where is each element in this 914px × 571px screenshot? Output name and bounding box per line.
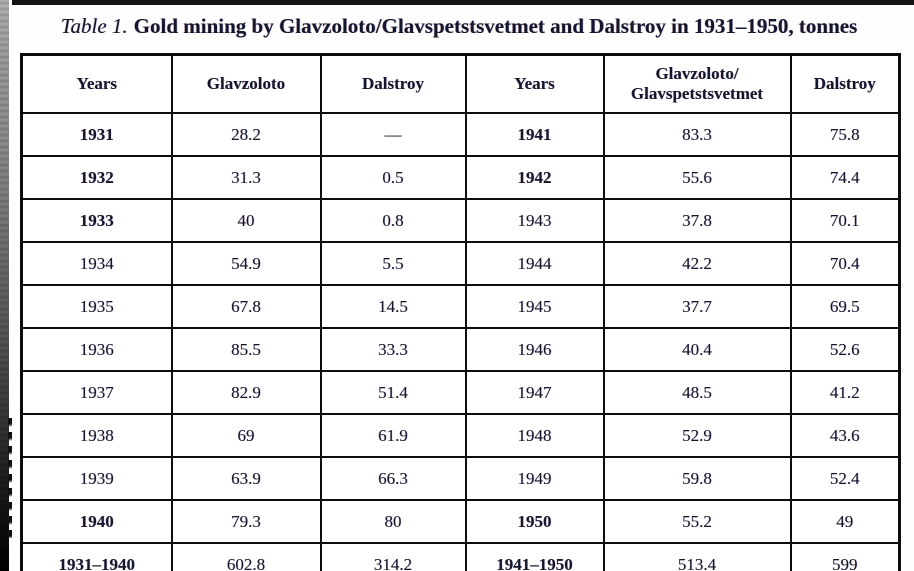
table-cell: 1935	[20, 284, 173, 329]
table-cell: 74.4	[789, 155, 901, 200]
table-cell: 69.5	[789, 284, 901, 329]
table-cell: 52.9	[602, 413, 792, 458]
table-cell: 42.2	[602, 241, 792, 286]
table-cell: 0.5	[319, 155, 467, 200]
table-cell: 513.4	[602, 542, 792, 571]
table-row: 1938 69 61.9 1948 52.9 43.6	[20, 413, 901, 458]
column-header-dalstroy-left: Dalstroy	[319, 53, 467, 114]
table-cell: 1941–1950	[464, 542, 605, 571]
table-cell: 75.8	[789, 112, 901, 157]
table-row: 1939 63.9 66.3 1949 59.8 52.4	[20, 456, 901, 501]
table-cell: 52.4	[789, 456, 901, 501]
table-cell: 83.3	[602, 112, 792, 157]
table-cell: 599	[789, 542, 901, 571]
table-cell: 66.3	[319, 456, 467, 501]
table-cell: 1948	[464, 413, 605, 458]
table-cell: 43.6	[789, 413, 901, 458]
gold-mining-table: Years Glavzoloto Dalstroy Years Glavzolo…	[20, 53, 901, 571]
table-row: 1935 67.8 14.5 1945 37.7 69.5	[20, 284, 901, 329]
table-cell: 1934	[20, 241, 173, 286]
table-cell: 1932	[20, 155, 173, 200]
table-cell: 70.4	[789, 241, 901, 286]
column-header-years-left: Years	[20, 53, 173, 114]
table-row: 1932 31.3 0.5 1942 55.6 74.4	[20, 155, 901, 200]
table-cell: 52.6	[789, 327, 901, 372]
table-cell: 314.2	[319, 542, 467, 571]
table-cell: 1933	[20, 198, 173, 243]
table-cell: 1950	[464, 499, 605, 544]
table-cell: 40	[170, 198, 322, 243]
table-cell: 1931–1940	[20, 542, 173, 571]
table-cell: 1937	[20, 370, 173, 415]
table-row: 1937 82.9 51.4 1947 48.5 41.2	[20, 370, 901, 415]
table-cell: 0.8	[319, 198, 467, 243]
table-cell: 51.4	[319, 370, 467, 415]
table-cell: 1942	[464, 155, 605, 200]
scan-edge-left-artifact	[0, 0, 12, 571]
table-cell: 1944	[464, 241, 605, 286]
table-cell: 41.2	[789, 370, 901, 415]
column-header-years-right: Years	[464, 53, 605, 114]
table-cell: 1945	[464, 284, 605, 329]
table-row: 1933 40 0.8 1943 37.8 70.1	[20, 198, 901, 243]
table-cell: 59.8	[602, 456, 792, 501]
table-cell: 1938	[20, 413, 173, 458]
table-cell: 63.9	[170, 456, 322, 501]
table-row: 1940 79.3 80 1950 55.2 49	[20, 499, 901, 544]
table-body: 1931 28.2—1941 83.3 75.8 1932 31.3 0.5 1942 55.6…	[20, 112, 901, 571]
table-caption-title: Gold mining by Glavzoloto/Glavspetstsvet…	[133, 14, 858, 38]
table-cell: 67.8	[170, 284, 322, 329]
table-cell: 55.6	[602, 155, 792, 200]
table-caption: Table 1. Gold mining by Glavzoloto/Glavsp…	[20, 11, 898, 41]
table-cell: 1946	[464, 327, 605, 372]
table-cell: 1931	[20, 112, 173, 157]
table-cell: 33.3	[319, 327, 467, 372]
scan-edge-top-artifact	[12, 0, 914, 5]
table-cell: 48.5	[602, 370, 792, 415]
column-header-glavzoloto: Glavzoloto	[170, 53, 322, 114]
table-row: 1936 85.5 33.3 1946 40.4 52.6	[20, 327, 901, 372]
table-cell: 28.2	[170, 112, 322, 157]
table-cell: 55.2	[602, 499, 792, 544]
table-cell: —	[319, 112, 467, 157]
table-caption-number: Table 1.	[60, 14, 128, 38]
table-cell: 54.9	[170, 241, 322, 286]
table-cell: 85.5	[170, 327, 322, 372]
table-cell: 49	[789, 499, 901, 544]
table-cell: 1947	[464, 370, 605, 415]
table-cell: 70.1	[789, 198, 901, 243]
table-row: 1931–1940 602.8 314.2 1941–1950 513.4 599	[20, 542, 901, 571]
table-cell: 1949	[464, 456, 605, 501]
table-cell: 82.9	[170, 370, 322, 415]
column-header-dalstroy-right: Dalstroy	[789, 53, 901, 114]
table-cell: 61.9	[319, 413, 467, 458]
table-cell: 37.8	[602, 198, 792, 243]
table-cell: 1940	[20, 499, 173, 544]
table-row: 1931 28.2—1941 83.3 75.8	[20, 112, 901, 157]
table-row: 1934 54.9 5.5 1944 42.2 70.4	[20, 241, 901, 286]
table-cell: 5.5	[319, 241, 467, 286]
column-header-glavzoloto-glavspetstsvetmet: Glavzoloto/ Glavspetstsvetmet	[602, 53, 792, 114]
table-cell: 69	[170, 413, 322, 458]
table-cell: 14.5	[319, 284, 467, 329]
table-cell: 602.8	[170, 542, 322, 571]
table-cell: 79.3	[170, 499, 322, 544]
table-header-row: Years Glavzoloto Dalstroy Years Glavzolo…	[20, 53, 901, 114]
table-cell: 31.3	[170, 155, 322, 200]
table-cell: 1939	[20, 456, 173, 501]
table-cell: 1941	[464, 112, 605, 157]
table-cell: 40.4	[602, 327, 792, 372]
table-cell: 1943	[464, 198, 605, 243]
table-cell: 1936	[20, 327, 173, 372]
table-cell: 37.7	[602, 284, 792, 329]
table-cell: 80	[319, 499, 467, 544]
